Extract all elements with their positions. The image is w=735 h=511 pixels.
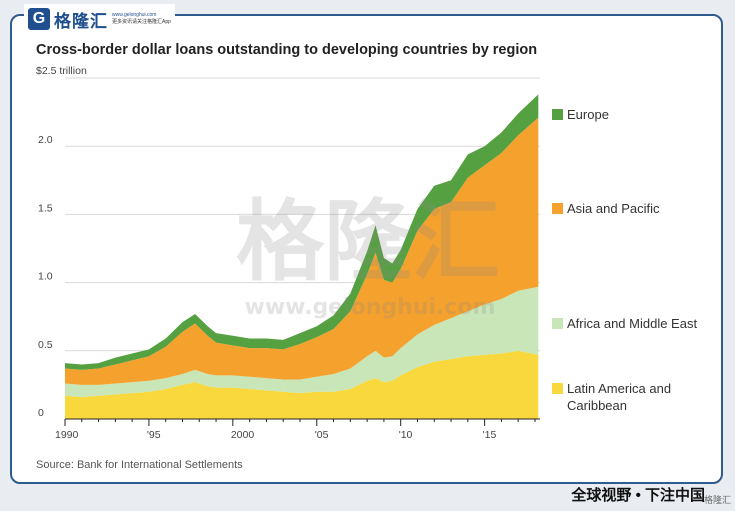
y-tick-label: 2.0 xyxy=(38,134,53,146)
watermark-text: 格隆汇 xyxy=(236,190,500,293)
x-tick-label: '10 xyxy=(399,429,413,441)
brand-sub: www.gelonghui.com 更多资讯请关注格隆汇App xyxy=(112,12,171,26)
x-tick-label: '95 xyxy=(147,429,161,441)
legend-label: Africa and Middle East xyxy=(567,316,697,331)
brand-name: 格隆汇 xyxy=(54,11,108,31)
legend-label: Latin America and xyxy=(567,381,671,396)
legend: Europe Asia and Pacific Africa and Middle … xyxy=(552,107,697,413)
legend-swatch xyxy=(552,318,563,329)
brand-tagline: 更多资讯请关注格隆汇App xyxy=(112,19,171,25)
x-tick-label: '15 xyxy=(483,429,497,441)
footer-slogan: 全球视野 • 下注中国 xyxy=(571,487,705,504)
legend-label: Caribbean xyxy=(567,398,627,413)
footer-corner-mark: 格隆汇 xyxy=(703,495,731,505)
x-tick-label: '05 xyxy=(315,429,329,441)
area-asia-and-pacific xyxy=(65,117,539,385)
legend-swatch xyxy=(552,109,563,120)
y-tick-label: 1.0 xyxy=(38,271,53,283)
legend-swatch xyxy=(552,203,563,214)
legend-swatch xyxy=(552,383,563,394)
chart-source: Source: Bank for International Settlemen… xyxy=(36,459,243,471)
legend-label: Europe xyxy=(567,107,609,122)
y-tick-label: 1.5 xyxy=(38,202,53,214)
y-tick-label: 0 xyxy=(38,407,44,419)
x-tick-label: 2000 xyxy=(231,429,255,441)
brand-logo: G 格隆汇 www.gelonghui.com 更多资讯请关注格隆汇App xyxy=(24,4,175,34)
area-africa-and-middle-east xyxy=(65,286,539,398)
x-tick-label: 1990 xyxy=(55,429,79,441)
chart-title: Cross-border dollar loans outstanding to… xyxy=(36,42,538,58)
brand-url: www.gelonghui.com xyxy=(112,12,157,18)
axes: 0 0.5 1.0 1.5 2.0 $2.5 trillion 1990 '95 2000 '05… xyxy=(36,65,540,441)
area-series xyxy=(65,94,539,419)
legend-label: Asia and Pacific xyxy=(567,201,660,216)
watermark-url: www.gelonghui.com xyxy=(245,295,496,320)
y-axis-label: $2.5 trillion xyxy=(36,65,87,77)
y-tick-label: 0.5 xyxy=(38,339,53,351)
logo-mark-icon: G xyxy=(28,8,50,30)
area-latin-america-and-caribbean xyxy=(65,350,539,419)
